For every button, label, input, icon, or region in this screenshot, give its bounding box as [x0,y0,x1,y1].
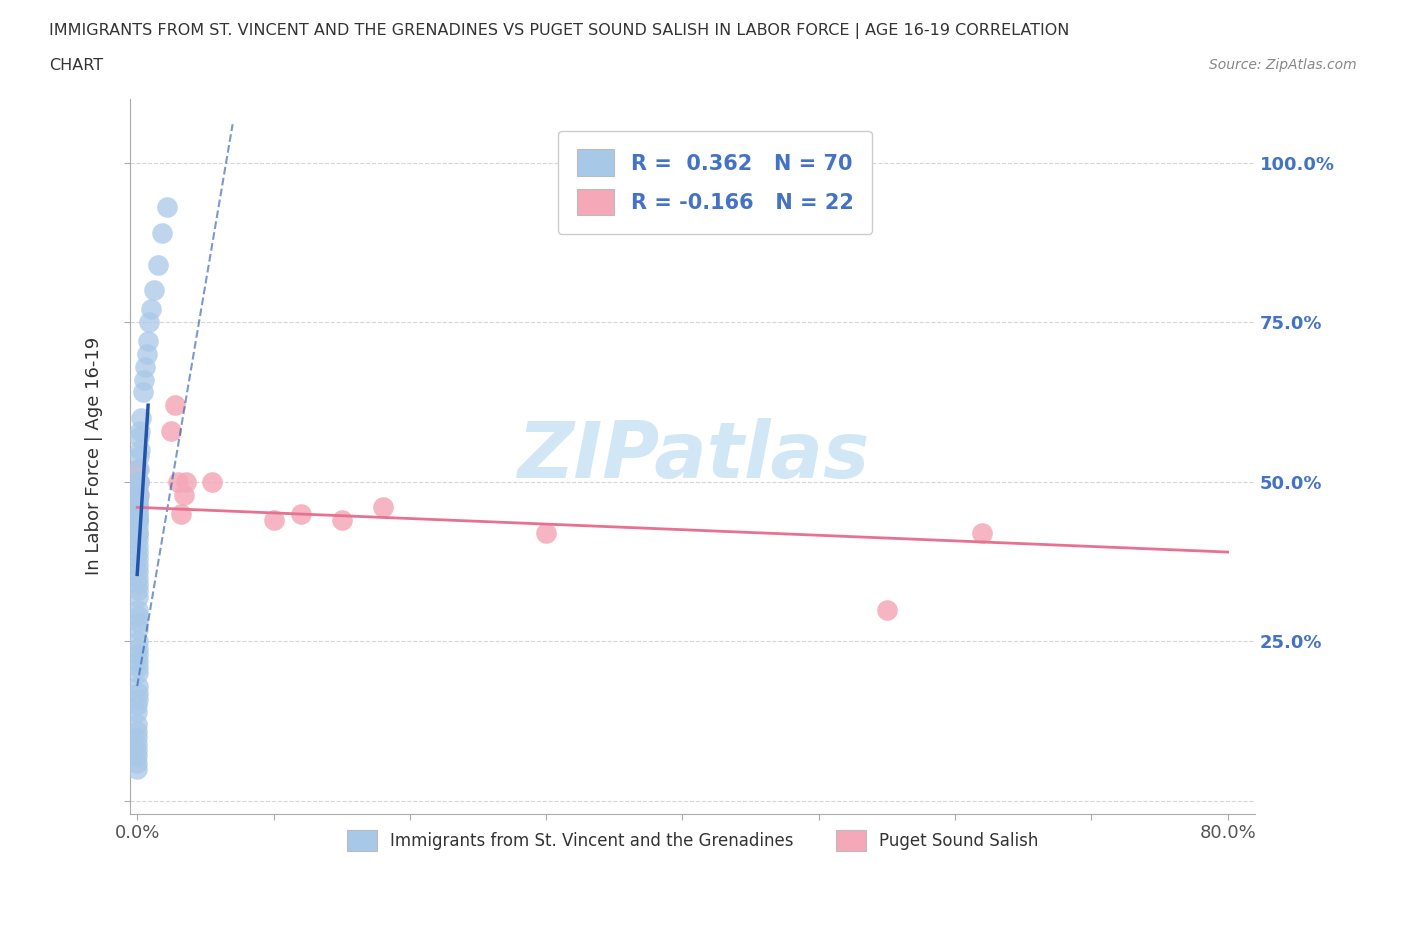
Point [127,538,149,553]
Point [170,506,193,521]
Point [127,512,149,527]
Point [129,423,152,438]
Point [139,302,162,317]
Point [136,334,159,349]
Point [127,494,149,509]
Legend: Immigrants from St. Vincent and the Grenadines, Puget Sound Salish: Immigrants from St. Vincent and the Gren… [339,822,1046,859]
Point [128,474,150,489]
Point [127,545,149,560]
Point [127,512,149,527]
Point [129,443,152,458]
Point [127,512,149,527]
Y-axis label: In Labor Force | Age 16-19: In Labor Force | Age 16-19 [86,338,103,576]
Point [127,685,149,700]
Point [127,724,149,738]
Point [127,641,149,656]
Text: ZIPatlas: ZIPatlas [516,418,869,494]
Point [127,621,149,636]
Point [127,666,149,681]
Point [127,512,149,527]
Point [876,602,898,617]
Point [127,481,149,496]
Point [127,659,149,674]
Point [127,500,149,515]
Point [127,730,149,745]
Point [127,500,149,515]
Point [127,691,149,706]
Point [127,742,149,757]
Point [127,506,149,521]
Point [127,577,149,591]
Point [128,449,150,464]
Point [127,487,149,502]
Point [371,500,394,515]
Point [127,564,149,578]
Point [534,525,557,540]
Point [127,500,149,515]
Point [127,698,149,712]
Point [127,653,149,668]
Point [127,474,149,489]
Point [160,423,183,438]
Text: CHART: CHART [49,58,103,73]
Point [127,525,149,540]
Point [127,487,149,502]
Point [127,500,149,515]
Point [127,474,149,489]
Point [290,506,312,521]
Point [127,583,149,598]
Point [127,717,149,732]
Point [127,704,149,719]
Point [128,430,150,445]
Point [129,410,152,425]
Point [131,385,153,400]
Point [127,487,149,502]
Point [127,461,149,476]
Point [132,372,155,387]
Point [127,590,149,604]
Point [127,557,149,572]
Point [127,634,149,649]
Point [128,487,150,502]
Point [173,487,195,502]
Point [156,200,179,215]
Point [201,474,224,489]
Point [127,755,149,770]
Text: Source: ZipAtlas.com: Source: ZipAtlas.com [1209,58,1357,72]
Point [127,737,149,751]
Point [174,474,197,489]
Point [127,608,149,623]
Point [127,679,149,694]
Point [127,506,149,521]
Point [972,525,994,540]
Point [127,570,149,585]
Point [127,487,149,502]
Point [167,474,190,489]
Point [146,258,169,272]
Point [142,283,165,298]
Point [127,500,149,515]
Point [127,532,149,547]
Point [127,615,149,630]
Point [127,494,149,509]
Point [127,525,149,540]
Point [330,512,353,527]
Point [135,347,157,362]
Point [128,461,150,476]
Point [127,512,149,527]
Text: IMMIGRANTS FROM ST. VINCENT AND THE GRENADINES VS PUGET SOUND SALISH IN LABOR FO: IMMIGRANTS FROM ST. VINCENT AND THE GREN… [49,23,1070,39]
Point [127,749,149,764]
Point [127,519,149,534]
Point [165,398,187,413]
Point [134,359,156,374]
Point [150,225,173,240]
Point [127,551,149,565]
Point [128,474,150,489]
Point [127,646,149,661]
Point [127,602,149,617]
Point [127,762,149,777]
Point [138,314,160,329]
Point [263,512,285,527]
